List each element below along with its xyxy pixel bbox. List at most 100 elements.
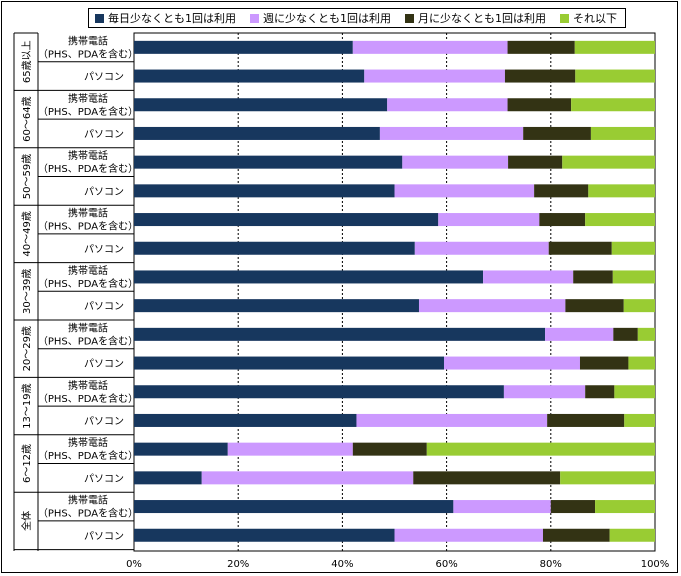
bar-segment-monthly bbox=[573, 270, 613, 284]
row-label-mobile-sub: （PHS、PDAを含む） bbox=[38, 47, 138, 60]
bar-segment-weekly bbox=[394, 184, 535, 198]
row-label-pc: パソコン bbox=[84, 358, 124, 370]
group-label: 65歳以上 bbox=[21, 40, 33, 83]
bar-segment-weekly bbox=[414, 241, 549, 255]
bar-segment-daily bbox=[134, 155, 403, 169]
group-label: 50～59歳 bbox=[21, 154, 33, 199]
row-label-mobile: 携帯電話 bbox=[68, 149, 108, 162]
row-label-mobile: 携帯電話 bbox=[68, 321, 108, 334]
legend-swatch-monthly bbox=[405, 13, 414, 23]
group-label: 13～19歳 bbox=[21, 383, 33, 428]
x-tick-label: 40% bbox=[331, 559, 353, 570]
row-label-mobile: 携帯電話 bbox=[68, 436, 108, 449]
row-label-mobile-sub: （PHS、PDAを含む） bbox=[38, 105, 138, 118]
row-label-pc: パソコン bbox=[84, 530, 124, 542]
bar-segment-daily bbox=[134, 241, 415, 255]
row-label-mobile: 携帯電話 bbox=[68, 379, 108, 392]
bar-segment-less bbox=[585, 213, 655, 227]
bar-segment-less bbox=[612, 270, 655, 284]
bar-segment-monthly bbox=[507, 98, 572, 112]
bar-segment-less bbox=[637, 327, 655, 341]
legend-item-less: それ以下 bbox=[560, 10, 617, 26]
x-tick-label: 80% bbox=[540, 559, 562, 570]
group-label: 20～29歳 bbox=[21, 326, 33, 371]
bar-segment-daily bbox=[134, 528, 395, 542]
row-label-pc: パソコン bbox=[84, 243, 124, 255]
legend-label-less: それ以下 bbox=[573, 12, 617, 25]
bar-segment-weekly bbox=[352, 40, 508, 54]
bar-segment-monthly bbox=[613, 327, 638, 341]
legend-label-weekly: 週に少なくとも1回は利用 bbox=[263, 12, 391, 25]
bar-segment-weekly bbox=[438, 213, 540, 227]
row-label-mobile-sub: （PHS、PDAを含む） bbox=[38, 220, 138, 233]
bar-segment-monthly bbox=[534, 184, 589, 198]
legend-swatch-weekly bbox=[250, 13, 259, 23]
bar-segment-weekly bbox=[402, 155, 509, 169]
bar-segment-weekly bbox=[379, 126, 524, 140]
bar-segment-monthly bbox=[504, 69, 576, 83]
legend-label-daily: 毎日少なくとも1回は利用 bbox=[108, 12, 236, 25]
bar-segment-monthly bbox=[508, 155, 563, 169]
bar-segment-daily bbox=[134, 327, 546, 341]
row-label-pc: パソコン bbox=[84, 71, 124, 83]
bar-segment-daily bbox=[134, 184, 395, 198]
bar-segment-daily bbox=[134, 98, 388, 112]
bar-segment-weekly bbox=[453, 500, 551, 514]
bar-segment-weekly bbox=[364, 69, 505, 83]
bar-segment-monthly bbox=[565, 299, 624, 313]
bar-segment-less bbox=[588, 184, 655, 198]
row-label-mobile: 携帯電話 bbox=[68, 494, 108, 507]
x-tick-label: 100% bbox=[641, 559, 670, 570]
bar-segment-less bbox=[609, 528, 655, 542]
bar-segment-weekly bbox=[387, 98, 508, 112]
bar-segment-daily bbox=[134, 385, 504, 399]
bar-segment-monthly bbox=[507, 40, 575, 54]
legend-item-daily: 毎日少なくとも1回は利用 bbox=[95, 10, 236, 26]
row-label-pc: パソコン bbox=[84, 415, 124, 427]
bar-segment-monthly bbox=[579, 356, 629, 370]
bar-segment-daily bbox=[134, 471, 202, 485]
row-label-pc: パソコン bbox=[84, 186, 124, 198]
bar-segment-weekly bbox=[443, 356, 580, 370]
bar-segment-daily bbox=[134, 40, 353, 54]
row-label-mobile: 携帯電話 bbox=[68, 34, 108, 47]
bar-segment-monthly bbox=[352, 442, 427, 456]
legend-label-monthly: 月に少なくとも1回は利用 bbox=[418, 12, 546, 25]
bar-segment-less bbox=[614, 385, 655, 399]
bar-segment-less bbox=[611, 241, 655, 255]
bar-segment-less bbox=[628, 356, 655, 370]
bar-segment-monthly bbox=[550, 500, 596, 514]
bar-segment-daily bbox=[134, 213, 439, 227]
group-label: 40～49歳 bbox=[21, 211, 33, 256]
bar-segment-monthly bbox=[585, 385, 615, 399]
row-label-mobile-sub: （PHS、PDAを含む） bbox=[38, 392, 138, 405]
row-label-mobile: 携帯電話 bbox=[68, 207, 108, 220]
plot-area bbox=[133, 32, 656, 552]
bar-segment-daily bbox=[134, 69, 365, 83]
row-label-mobile: 携帯電話 bbox=[68, 264, 108, 277]
bar-segment-daily bbox=[134, 356, 444, 370]
bar-segment-daily bbox=[134, 442, 228, 456]
row-label-mobile-sub: （PHS、PDAを含む） bbox=[38, 449, 138, 462]
row-label-mobile: 携帯電話 bbox=[68, 92, 108, 105]
bar-segment-less bbox=[560, 471, 655, 485]
row-label-pc: パソコン bbox=[84, 301, 124, 313]
row-label-mobile-sub: （PHS、PDAを含む） bbox=[38, 507, 138, 520]
row-label-mobile-sub: （PHS、PDAを含む） bbox=[38, 162, 138, 175]
x-tick-label: 20% bbox=[227, 559, 249, 570]
legend-swatch-less bbox=[560, 13, 569, 23]
bar-segment-less bbox=[623, 299, 655, 313]
bar-segment-less bbox=[574, 40, 655, 54]
bar-segment-monthly bbox=[539, 213, 586, 227]
group-label: 30～39歳 bbox=[21, 269, 33, 314]
row-label-mobile-sub: （PHS、PDAを含む） bbox=[38, 334, 138, 347]
bar-segment-monthly bbox=[413, 471, 561, 485]
bar-segment-weekly bbox=[394, 528, 543, 542]
legend-swatch-daily bbox=[95, 13, 104, 23]
bar-segment-less bbox=[624, 413, 655, 427]
bar-segment-monthly bbox=[547, 413, 625, 427]
row-label-pc: パソコン bbox=[84, 473, 124, 485]
bar-segment-weekly bbox=[503, 385, 586, 399]
bar-segment-daily bbox=[134, 299, 419, 313]
